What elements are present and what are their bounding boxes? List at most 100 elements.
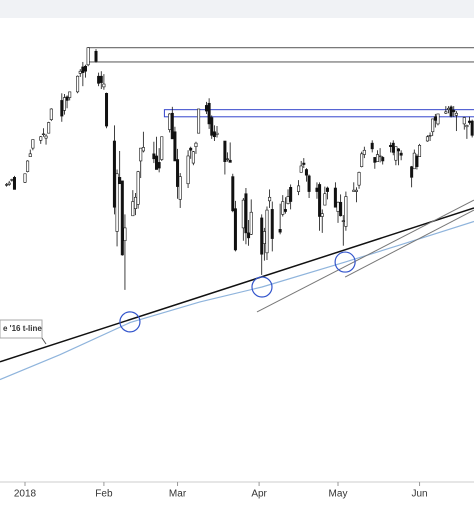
candle-body	[352, 189, 356, 192]
candle-body	[357, 172, 361, 186]
candle-body	[344, 196, 348, 227]
candle-body	[444, 111, 448, 114]
candle-body	[375, 154, 379, 162]
candle-body	[231, 176, 235, 212]
candle-body	[249, 211, 253, 235]
candle-body	[452, 110, 456, 113]
candle-body	[94, 50, 98, 62]
candle-body	[454, 112, 458, 116]
candle-body	[378, 155, 382, 158]
candle-body	[241, 199, 245, 229]
candle-body	[268, 196, 272, 202]
candle-body	[278, 229, 282, 233]
candle-body	[5, 184, 9, 186]
candle-body	[333, 187, 337, 208]
candle-body	[133, 196, 137, 209]
candle-body	[170, 112, 174, 140]
touch-circle	[334, 251, 356, 273]
x-tick-label: Apr	[251, 489, 267, 500]
candle-body	[152, 153, 156, 160]
touch-circle	[251, 276, 273, 298]
annotation-box	[0, 319, 43, 339]
candle-body	[373, 157, 377, 163]
candle-body	[168, 113, 172, 130]
candle-body	[446, 107, 450, 110]
candle-body	[449, 106, 453, 117]
candle-body	[462, 117, 466, 125]
candle-body	[286, 196, 290, 204]
candle-body	[228, 159, 232, 163]
candle-body	[215, 132, 219, 135]
trend-line	[0, 220, 474, 381]
candle-body	[399, 152, 403, 156]
candle-body	[431, 118, 435, 133]
candle-body	[362, 149, 366, 155]
candle-body	[207, 102, 211, 125]
candle-body	[62, 97, 66, 111]
candle-body	[433, 116, 437, 121]
candle-body	[425, 136, 429, 142]
annotation: e '16 t-line	[3, 324, 42, 333]
candle-body	[299, 165, 303, 173]
candle-body	[210, 117, 214, 136]
candle-body	[428, 135, 432, 137]
candle-body	[191, 151, 195, 164]
x-tick-label: 2018	[14, 489, 37, 500]
candle-body	[26, 160, 30, 172]
candle-body	[141, 147, 145, 152]
candle-body	[68, 91, 72, 98]
touch-circle	[119, 311, 141, 333]
x-tick-label: May	[329, 489, 348, 500]
trend-line	[256, 199, 474, 313]
candle-body	[86, 47, 90, 66]
candle-body	[10, 179, 14, 181]
x-tick-label: Feb	[95, 489, 113, 500]
candle-body	[118, 177, 122, 185]
candle-body	[341, 220, 345, 222]
candle-body	[323, 193, 327, 206]
candle-body	[178, 176, 182, 200]
candle-body	[102, 83, 106, 88]
candle-body	[397, 148, 401, 152]
candle-body	[173, 131, 177, 162]
candle-body	[320, 213, 324, 217]
candle-body	[197, 108, 201, 134]
candle-body	[391, 142, 395, 153]
candle-body	[283, 209, 287, 212]
candle-body	[189, 147, 193, 151]
candle-body	[289, 186, 293, 202]
candle-body	[23, 173, 27, 183]
candle-body	[83, 65, 87, 72]
candle-body	[233, 208, 237, 251]
candle-body	[370, 142, 374, 150]
trend-line	[344, 209, 474, 278]
candle-body	[226, 158, 230, 160]
candle-body	[381, 157, 385, 162]
candle-body	[160, 136, 164, 160]
candle-body	[31, 139, 35, 149]
candle-body	[223, 140, 227, 162]
candle-body	[47, 122, 51, 134]
candle-body	[410, 166, 414, 178]
candle-body	[281, 201, 285, 215]
candle-body	[115, 173, 119, 232]
candle-body	[99, 75, 103, 83]
zone	[87, 47, 474, 63]
candle-body	[304, 169, 308, 176]
candle-body	[28, 153, 32, 157]
candle-body	[468, 120, 472, 123]
candle-body	[307, 175, 311, 192]
candle-body	[97, 75, 101, 84]
candle-body	[60, 100, 64, 117]
candle-body	[39, 136, 43, 141]
candle-body	[265, 209, 269, 254]
candle-body	[12, 177, 16, 190]
candle-body	[176, 159, 180, 187]
candle-body	[212, 131, 216, 138]
candle-body	[49, 108, 53, 120]
candle-body	[247, 232, 251, 239]
candle-body	[318, 184, 322, 217]
candle-body	[325, 187, 329, 192]
trend-line	[0, 207, 474, 363]
